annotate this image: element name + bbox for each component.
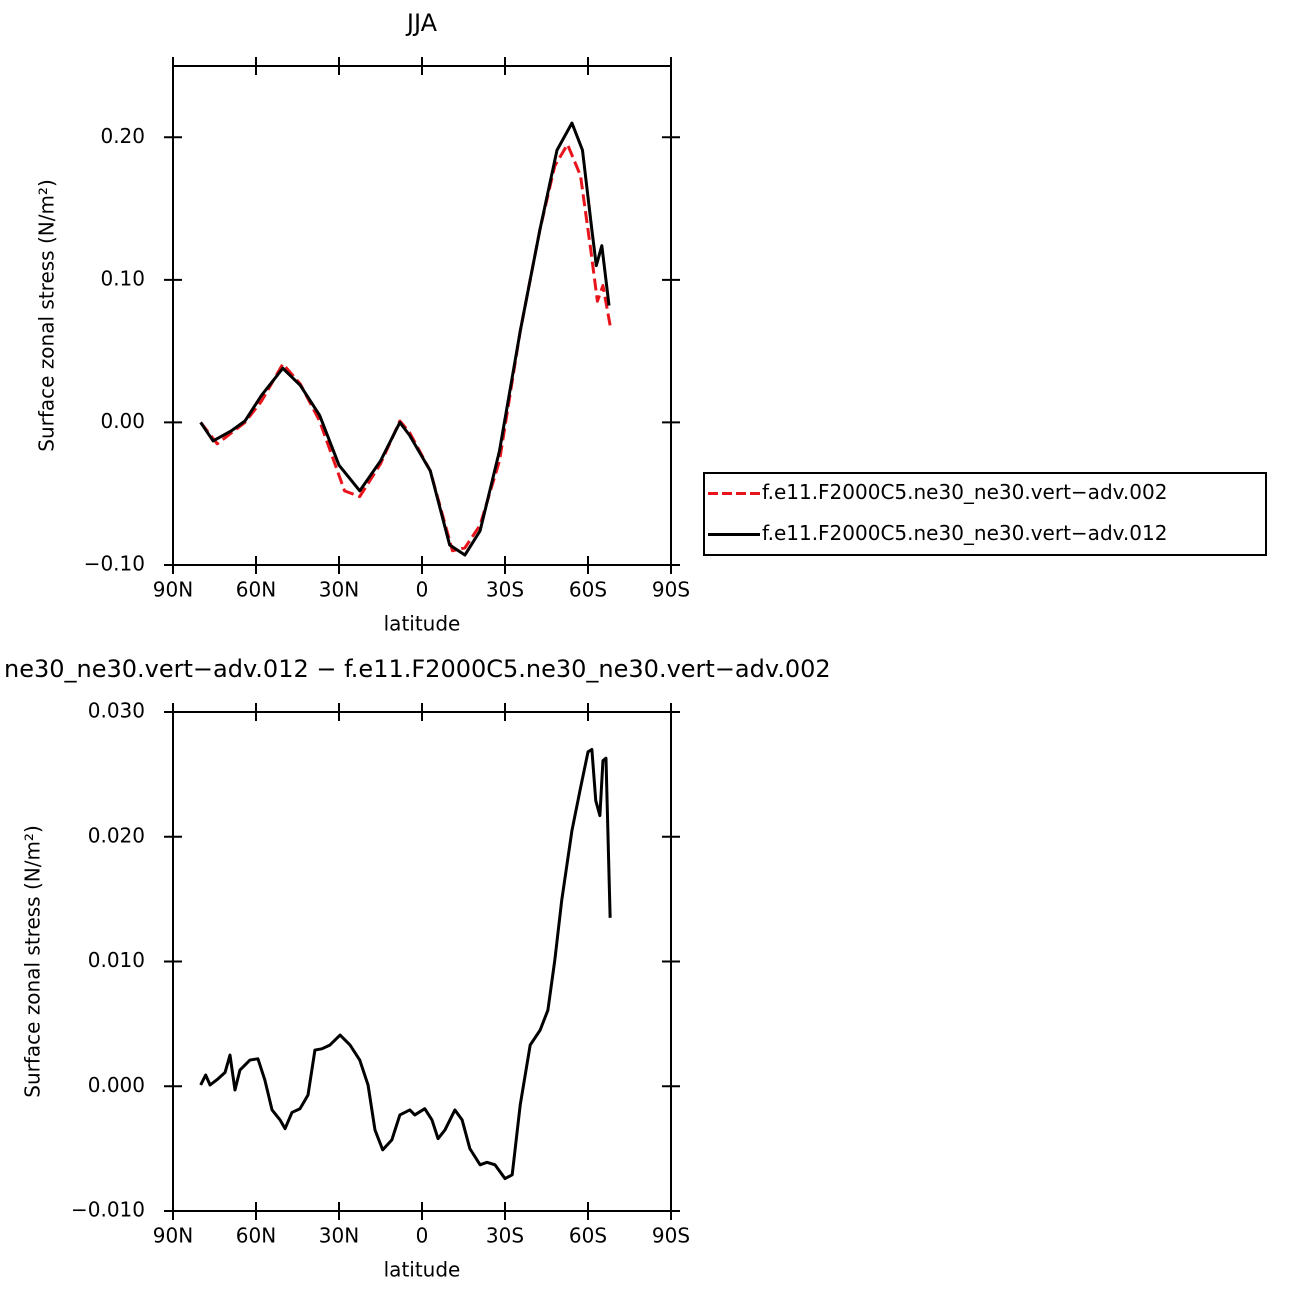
x-tick-label: 90N [153,578,193,602]
y-tick-label: 0.010 [88,948,145,972]
y-axis-label: Surface zonal stress (N/m²) [21,825,45,1097]
x-axis-label: latitude [384,612,461,636]
x-tick-label: 30N [319,578,359,602]
chart-title: JJA [405,9,438,37]
x-tick-label: 90N [153,1224,193,1248]
y-tick-label: −0.010 [71,1198,145,1222]
y-tick-label: 0.000 [88,1073,145,1097]
chart-title: ne30_ne30.vert−adv.012 − f.e11.F2000C5.n… [4,655,831,683]
y-axis-label: Surface zonal stress (N/m²) [35,179,59,451]
x-tick-label: 30N [319,1224,359,1248]
y-tick-label: −0.10 [84,552,145,576]
x-axis-label: latitude [384,1258,461,1282]
x-tick-label: 60S [569,578,607,602]
data-line [199,121,611,557]
x-tick-label: 90S [652,1224,690,1248]
plot-frame [172,711,672,1212]
legend-box [703,472,1267,556]
x-tick-label: 60N [236,578,276,602]
x-tick-label: 0 [416,1224,429,1248]
y-tick-label: 0.00 [100,409,145,433]
x-tick-label: 60N [236,1224,276,1248]
x-tick-label: 0 [416,578,429,602]
y-tick-label: 0.020 [88,823,145,847]
y-tick-label: 0.10 [100,266,145,290]
data-line [199,747,612,1181]
data-line [199,142,612,553]
x-tick-label: 30S [486,578,524,602]
plot-frame [172,65,672,566]
y-tick-label: 0.030 [88,699,145,723]
y-tick-label: 0.20 [100,124,145,148]
x-tick-label: 30S [486,1224,524,1248]
x-tick-label: 60S [569,1224,607,1248]
legend-label: f.e11.F2000C5.ne30_ne30.vert−adv.002 [762,480,1167,504]
legend-label: f.e11.F2000C5.ne30_ne30.vert−adv.012 [762,521,1167,545]
x-tick-label: 90S [652,578,690,602]
